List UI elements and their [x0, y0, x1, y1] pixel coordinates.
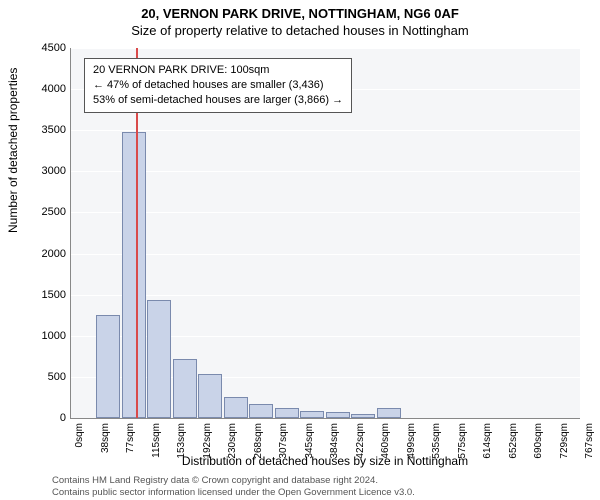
y-tick-label: 2000 — [26, 248, 66, 260]
gridline-h — [70, 212, 580, 213]
x-tick-label: 345sqm — [304, 423, 315, 473]
y-tick-label: 3000 — [26, 165, 66, 177]
x-tick-label: 499sqm — [406, 423, 417, 473]
histogram-bar — [224, 397, 248, 418]
annotation-line2: ← 47% of detached houses are smaller (3,… — [93, 78, 343, 93]
x-tick-label: 230sqm — [227, 423, 238, 473]
y-tick-label: 4500 — [26, 42, 66, 54]
x-tick-label: 115sqm — [151, 423, 162, 473]
y-axis-label: Number of detached properties — [6, 68, 20, 233]
gridline-h — [70, 48, 580, 49]
y-axis-line — [70, 48, 71, 418]
annotation-line3: 53% of semi-detached houses are larger (… — [93, 93, 343, 108]
y-tick-label: 4000 — [26, 83, 66, 95]
x-tick-label: 307sqm — [278, 423, 289, 473]
x-tick-label: 384sqm — [329, 423, 340, 473]
y-tick-label: 1500 — [26, 289, 66, 301]
histogram-bar — [275, 408, 299, 418]
x-tick-label: 77sqm — [125, 423, 136, 473]
chart-container: 20, VERNON PARK DRIVE, NOTTINGHAM, NG6 0… — [0, 0, 600, 500]
y-tick-label: 0 — [26, 412, 66, 424]
x-axis-line — [70, 418, 580, 419]
y-tick-label: 3500 — [26, 124, 66, 136]
histogram-bar — [249, 404, 273, 418]
x-axis-label: Distribution of detached houses by size … — [70, 454, 580, 468]
footer-attribution: Contains HM Land Registry data © Crown c… — [52, 475, 415, 498]
chart-title-desc: Size of property relative to detached ho… — [0, 21, 600, 38]
histogram-bar — [96, 315, 120, 418]
x-tick-label: 767sqm — [584, 423, 595, 473]
x-tick-label: 652sqm — [508, 423, 519, 473]
x-tick-label: 192sqm — [202, 423, 213, 473]
x-tick-label: 729sqm — [559, 423, 570, 473]
footer-line2: Contains public sector information licen… — [52, 487, 415, 498]
histogram-bar — [173, 359, 197, 418]
y-tick-label: 2500 — [26, 206, 66, 218]
histogram-bar — [122, 132, 146, 418]
histogram-bar — [147, 300, 171, 418]
chart-title-address: 20, VERNON PARK DRIVE, NOTTINGHAM, NG6 0… — [0, 0, 600, 21]
annotation-line1: 20 VERNON PARK DRIVE: 100sqm — [93, 63, 343, 78]
gridline-h — [70, 171, 580, 172]
histogram-bar — [300, 411, 324, 418]
footer-line1: Contains HM Land Registry data © Crown c… — [52, 475, 415, 486]
y-tick-label: 1000 — [26, 330, 66, 342]
x-tick-label: 460sqm — [380, 423, 391, 473]
x-tick-label: 153sqm — [176, 423, 187, 473]
x-tick-label: 690sqm — [533, 423, 544, 473]
gridline-h — [70, 130, 580, 131]
histogram-bar — [198, 374, 222, 418]
x-tick-label: 422sqm — [355, 423, 366, 473]
histogram-bar — [377, 408, 401, 418]
x-tick-label: 575sqm — [457, 423, 468, 473]
x-tick-label: 535sqm — [431, 423, 442, 473]
gridline-h — [70, 295, 580, 296]
annotation-box: 20 VERNON PARK DRIVE: 100sqm← 47% of det… — [84, 58, 352, 113]
gridline-h — [70, 254, 580, 255]
x-tick-label: 38sqm — [100, 423, 111, 473]
x-tick-label: 268sqm — [253, 423, 264, 473]
x-tick-label: 0sqm — [74, 423, 85, 473]
y-tick-label: 500 — [26, 371, 66, 383]
plot-area: 20 VERNON PARK DRIVE: 100sqm← 47% of det… — [70, 48, 580, 418]
x-tick-label: 614sqm — [482, 423, 493, 473]
